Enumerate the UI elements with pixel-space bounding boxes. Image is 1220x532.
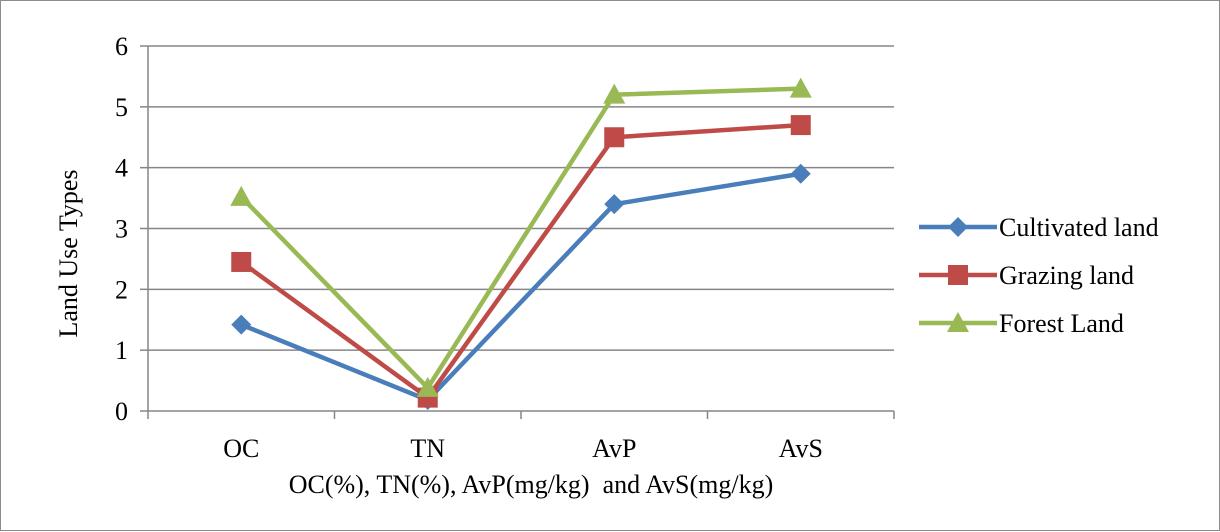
y-tick-label: 6 [115,32,128,61]
data-point [603,83,626,104]
data-point [789,77,812,98]
legend-marker [948,265,968,285]
axes: 0 1 2 3 4 5 6 OC TN AvP AvS [115,32,895,463]
y-tick-label: 0 [115,397,128,426]
legend-item: Grazing land [919,261,1134,290]
y-axis-title: Land Use Types [54,169,83,337]
x-tick-label: OC [223,434,259,463]
data-point [604,194,625,215]
x-tick-label: AvS [779,434,823,463]
data-point [604,127,625,148]
series-forest-land [230,77,812,397]
series-line [240,171,802,403]
series-grazing-land [231,115,811,408]
series-cultivated-land [231,163,811,411]
y-tick-label: 1 [115,336,128,365]
y-tick-label: 2 [115,275,128,304]
legend-marker [948,217,968,237]
legend-item: Cultivated land [919,213,1159,242]
x-tick-label: TN [410,434,445,463]
legend-item: Forest Land [919,309,1124,338]
legend-label: Grazing land [999,261,1134,290]
y-tick-label: 3 [115,215,128,244]
legend-label: Forest Land [999,309,1124,338]
data-point [416,376,439,397]
series-line [239,122,801,400]
y-tick-label: 5 [115,93,128,122]
data-point [790,163,811,184]
y-tick-label: 4 [115,154,128,183]
x-tick-label: AvP [592,434,636,463]
data-point [231,251,252,272]
x-axis-title: OC(%), TN(%), AvP(mg/kg) and AvS(mg/kg) [289,470,774,499]
legend-label: Cultivated land [999,213,1159,242]
data-point [230,185,253,206]
data-point [231,314,252,335]
series-line [239,86,801,391]
series-group [230,77,812,411]
data-point [790,115,811,136]
legend-marker [947,312,969,332]
legend: Cultivated land Grazing land Forest Land [919,213,1159,338]
